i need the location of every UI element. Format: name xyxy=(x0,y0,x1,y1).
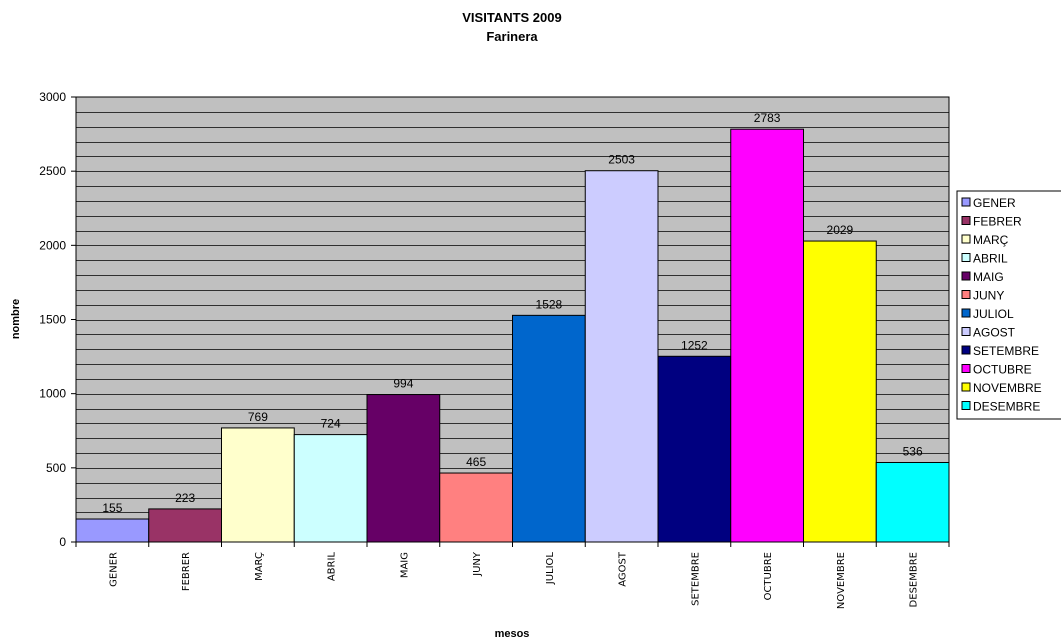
legend-swatch xyxy=(961,197,971,207)
bar-gener xyxy=(75,518,150,543)
data-label: 1252 xyxy=(681,338,708,352)
y-tick-label: 1500 xyxy=(39,313,66,327)
legend-label: JUNY xyxy=(973,289,1004,303)
x-tick-label: OCTUBRE xyxy=(763,552,774,600)
x-tick-label: MAIG xyxy=(399,552,410,578)
legend-swatch xyxy=(961,382,971,392)
data-label: 223 xyxy=(175,491,195,505)
bar-desembre xyxy=(875,461,950,543)
x-tick-label: GENER xyxy=(108,552,119,587)
data-label: 155 xyxy=(102,501,122,515)
legend-label: AGOST xyxy=(973,326,1016,340)
bar-agost xyxy=(584,170,659,543)
legend-swatch xyxy=(961,216,971,225)
legend: GENER FEBRER MARÇ ABRIL MAIG JUNY JULIOL AGOST S… xyxy=(956,190,1061,420)
bar-setembre xyxy=(657,355,732,543)
x-axis-title: mesos xyxy=(495,628,530,640)
legend-label: ABRIL xyxy=(973,252,1008,266)
bar-juny xyxy=(439,472,513,543)
legend-label: MARÇ xyxy=(973,233,1009,247)
legend-swatch xyxy=(961,327,971,336)
legend-swatch xyxy=(961,345,971,355)
x-tick-label: MARÇ xyxy=(254,552,265,581)
bar-octubre xyxy=(730,128,804,543)
chart-title: VISITANTS 2009 xyxy=(462,10,561,25)
bar-novembre xyxy=(803,240,877,543)
data-label: 2029 xyxy=(827,223,854,237)
x-tick-label: NOVEMBRE xyxy=(836,552,847,609)
x-tick-label: FEBRER xyxy=(181,552,192,591)
data-label: 994 xyxy=(393,377,413,391)
bar-maig xyxy=(366,394,441,543)
x-tick-label: JUNY xyxy=(472,551,483,577)
y-tick-label: 2500 xyxy=(39,164,66,178)
data-labels: 155 223 769 724 994 465 1528 2503 1252 2783 2029 53… xyxy=(102,111,923,515)
y-tick-label: 3000 xyxy=(39,90,66,104)
legend-swatch xyxy=(961,290,971,299)
x-tick-label: JULIOL xyxy=(545,552,556,586)
legend-swatch xyxy=(961,234,971,244)
legend-label: SETEMBRE xyxy=(973,344,1039,358)
legend-swatch xyxy=(961,271,971,281)
legend-swatch xyxy=(961,364,971,373)
legend-label: JULIOL xyxy=(973,307,1014,321)
y-tick-label: 0 xyxy=(59,535,66,549)
data-label: 2783 xyxy=(754,111,781,125)
y-axis-title: nombre xyxy=(10,299,22,339)
legend-label: DESEMBRE xyxy=(973,400,1040,414)
bar-juliol xyxy=(512,314,586,543)
legend-swatch xyxy=(961,308,971,318)
y-tick-label: 2000 xyxy=(39,238,66,252)
legend-label: FEBRER xyxy=(973,215,1022,229)
x-tick-label: AGOST xyxy=(618,551,629,587)
y-axis-ticks: 0 500 1000 1500 2000 2500 3000 xyxy=(39,90,77,549)
legend-label: NOVEMBRE xyxy=(973,381,1042,395)
y-tick-label: 500 xyxy=(46,461,66,475)
x-tick-label: DESEMBRE xyxy=(909,552,920,607)
legend-label: GENER xyxy=(973,196,1016,210)
bars xyxy=(75,128,950,543)
data-label: 465 xyxy=(466,455,486,469)
legend-swatch xyxy=(961,401,971,410)
bar-març xyxy=(221,427,295,543)
data-label: 1528 xyxy=(536,297,563,311)
x-tick-label: ABRIL xyxy=(327,552,338,582)
bar-febrer xyxy=(148,508,222,543)
data-label: 724 xyxy=(321,417,341,431)
legend-label: MAIG xyxy=(973,270,1004,284)
data-label: 536 xyxy=(903,444,923,458)
data-label: 769 xyxy=(248,410,268,424)
x-axis-categories: GENER FEBRER MARÇ ABRIL MAIG JUNY JULIOL AGOST S… xyxy=(75,541,950,609)
bar-abril xyxy=(293,434,368,543)
chart-subtitle: Farinera xyxy=(486,29,538,44)
legend-label: OCTUBRE xyxy=(973,363,1032,377)
legend-box xyxy=(956,190,1061,420)
data-label: 2503 xyxy=(608,153,635,167)
x-tick-label: SETEMBRE xyxy=(690,552,701,606)
y-tick-label: 1000 xyxy=(39,387,66,401)
legend-swatch xyxy=(961,253,971,262)
